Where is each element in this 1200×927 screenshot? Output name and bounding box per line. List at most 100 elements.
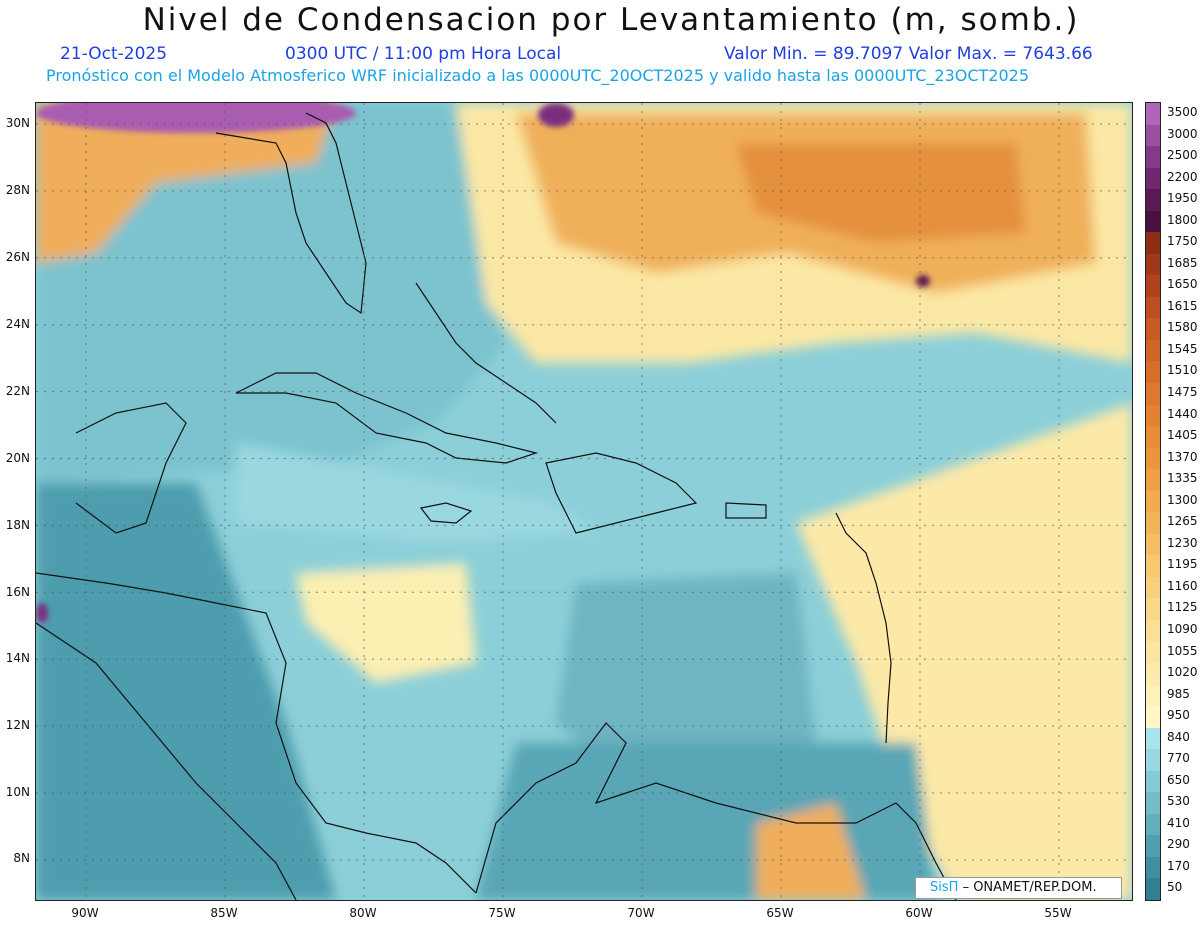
legend-label: 1230 (1167, 535, 1198, 550)
legend-swatch (1146, 124, 1160, 147)
lat-label: 24N (5, 317, 30, 331)
se-us-orange (36, 103, 336, 263)
lon-label: 75W (488, 906, 516, 920)
field-patches (36, 103, 1132, 900)
legend-label: 1685 (1167, 255, 1198, 270)
lesser-antilles (835, 512, 892, 744)
south-america-coast (475, 722, 957, 900)
legend-label: 410 (1167, 815, 1190, 830)
coastlines (36, 112, 957, 900)
legend-swatch (1146, 878, 1160, 901)
lon-label: 70W (627, 906, 655, 920)
model-info: Pronóstico con el Modelo Atmosferico WRF… (46, 66, 1030, 85)
jamaica-coast (419, 502, 473, 524)
legend-label: 1090 (1167, 621, 1198, 636)
legend-label: 2200 (1167, 169, 1198, 184)
legend-swatch (1146, 576, 1160, 599)
lon-label: 55W (1044, 906, 1072, 920)
legend-swatch (1146, 210, 1160, 233)
lon-label: 60W (905, 906, 933, 920)
legend-swatch (1146, 598, 1160, 621)
legend-swatch (1146, 426, 1160, 449)
central-america-pacific (36, 622, 297, 900)
legend-label: 840 (1167, 729, 1190, 744)
legend-swatch (1146, 383, 1160, 406)
west-atlantic-teal (36, 103, 506, 483)
lat-label: 8N (13, 851, 30, 865)
cuba-band-light (236, 443, 596, 543)
legend-swatch (1146, 103, 1160, 126)
legend-swatch (1146, 770, 1160, 793)
legend-swatch (1146, 146, 1160, 169)
lat-label: 22N (5, 384, 30, 398)
legend-swatch (1146, 813, 1160, 836)
legend-swatch (1146, 749, 1160, 772)
legend-swatch (1146, 706, 1160, 729)
lat-label: 28N (5, 183, 30, 197)
legend-swatch (1146, 469, 1160, 492)
legend-label: 1020 (1167, 665, 1198, 680)
legend-label: 1750 (1167, 234, 1198, 249)
legend-label: 1055 (1167, 643, 1198, 658)
purple-spots (36, 103, 930, 623)
legend-swatch (1146, 296, 1160, 319)
legend-swatch (1146, 856, 1160, 879)
legend-swatch (1146, 318, 1160, 341)
legend-swatch (1146, 533, 1160, 556)
legend-label: 1440 (1167, 406, 1198, 421)
east-caribbean-yellow (796, 403, 1132, 900)
legend-swatch (1146, 641, 1160, 664)
legend-label: 950 (1167, 708, 1190, 723)
hispaniola-coast (545, 452, 698, 534)
legend-swatch (1146, 167, 1160, 190)
bahamas (415, 282, 557, 424)
legend-swatch (1146, 727, 1160, 750)
legend-swatch (1146, 404, 1160, 427)
credit-text: – ONAMET/REP.DOM. (962, 880, 1097, 895)
lon-label: 85W (210, 906, 238, 920)
min-max-values: Valor Min. = 89.7097 Valor Max. = 7643.6… (724, 44, 1093, 64)
legend-label: 170 (1167, 858, 1190, 873)
lat-label: 10N (5, 785, 30, 799)
lat-label: 20N (5, 451, 30, 465)
legend-swatch (1146, 232, 1160, 255)
legend-label: 1475 (1167, 385, 1198, 400)
legend-label: 290 (1167, 837, 1190, 852)
legend-label: 770 (1167, 751, 1190, 766)
legend-swatch (1146, 490, 1160, 513)
legend-label: 650 (1167, 772, 1190, 787)
legend-label: 530 (1167, 794, 1190, 809)
lat-label: 30N (5, 116, 30, 130)
legend-label: 1405 (1167, 428, 1198, 443)
legend-swatch (1146, 253, 1160, 276)
legend-label: 1335 (1167, 471, 1198, 486)
forecast-time: 0300 UTC / 11:00 pm Hora Local (285, 44, 562, 64)
legend-swatch (1146, 512, 1160, 535)
lon-label: 90W (71, 906, 99, 920)
puerto-rico-coast (725, 502, 767, 519)
credit-box: SisΠ – ONAMET/REP.DOM. (915, 877, 1122, 899)
legend-swatch (1146, 792, 1160, 815)
legend-label: 1580 (1167, 320, 1198, 335)
legend-label: 1160 (1167, 578, 1198, 593)
south-america-orange (756, 803, 866, 900)
lat-label: 18N (5, 518, 30, 532)
sispi-logo: SisΠ (930, 880, 959, 895)
lat-label: 14N (5, 651, 30, 665)
legend-label: 2500 (1167, 148, 1198, 163)
legend-label: 50 (1167, 880, 1183, 895)
legend-label: 1300 (1167, 492, 1198, 507)
legend-swatch (1146, 447, 1160, 470)
legend-label: 1615 (1167, 298, 1198, 313)
legend-swatch (1146, 361, 1160, 384)
graticule (36, 103, 1132, 900)
lcl-map (35, 102, 1133, 901)
forecast-date: 21-Oct-2025 (60, 44, 168, 64)
legend-label: 1265 (1167, 514, 1198, 529)
central-america-dark (36, 483, 336, 900)
chart-title: Nivel de Condensacion por Levantamiento … (142, 2, 1080, 38)
central-america-coast (36, 572, 477, 894)
cuba-coast (235, 372, 539, 464)
legend-label: 3000 (1167, 126, 1198, 141)
legend-label: 1195 (1167, 557, 1198, 572)
